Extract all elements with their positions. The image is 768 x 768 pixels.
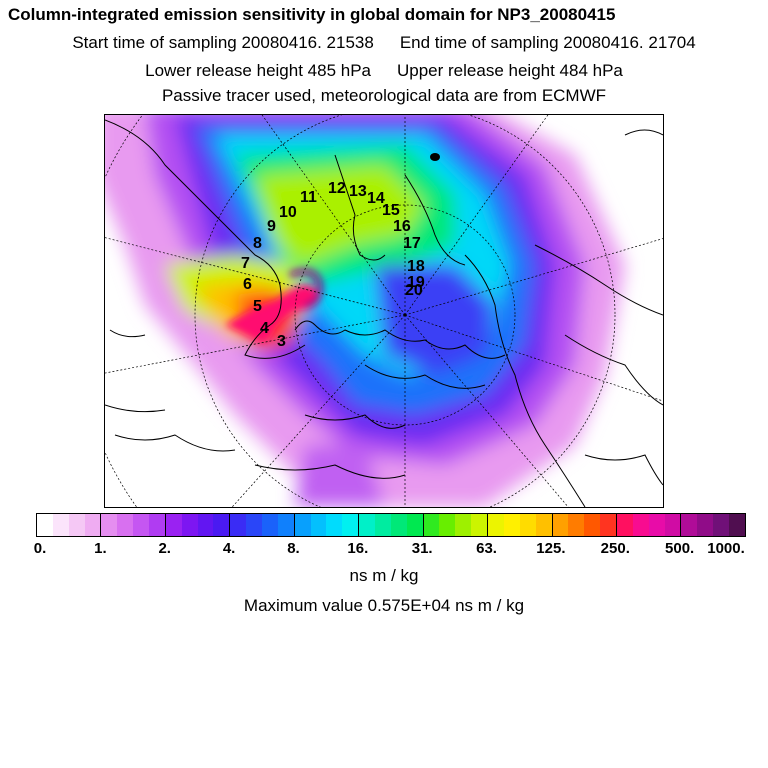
colorbar-swatch	[728, 514, 745, 536]
colorbar	[36, 513, 746, 537]
map-label: 9	[267, 218, 276, 235]
colorbar-swatch	[681, 514, 698, 536]
colorbar-swatch	[246, 514, 263, 536]
map-label: 18	[407, 258, 425, 275]
map-label: 13	[349, 183, 367, 200]
colorbar-swatch	[600, 514, 617, 536]
figure-title: Column-integrated emission sensitivity i…	[8, 5, 616, 24]
colorbar-swatch	[713, 514, 729, 536]
end-time: End time of sampling 20080416. 21704	[399, 33, 696, 52]
colorbar-swatch	[117, 514, 134, 536]
colorbar-tick-label: 1.	[94, 540, 107, 557]
colorbar-tick-label: 8.	[287, 540, 300, 557]
colorbar-tick-label: 1000.	[707, 540, 745, 557]
upper-release-height: Upper release height 484 hPa	[397, 61, 623, 80]
map-label: 14	[367, 190, 385, 207]
map-label: 5	[253, 298, 262, 315]
colorbar-swatch	[326, 514, 343, 536]
colorbar-swatch	[181, 514, 198, 536]
tracer-note: Passive tracer used, meteorological data…	[161, 86, 607, 105]
colorbar-swatch	[310, 514, 327, 536]
trajectory-labels: 3 4 5 6 7 8 9 10 11 12 13 14 15 16 17 18…	[241, 180, 425, 350]
colorbar-swatch	[84, 514, 102, 536]
colorbar-swatch	[664, 514, 682, 536]
colorbar-swatch	[488, 514, 504, 536]
coastlines	[105, 119, 663, 507]
colorbar-swatch	[262, 514, 278, 536]
map-label: 16	[393, 218, 411, 235]
colorbar-swatch	[230, 514, 247, 536]
map-label: 17	[403, 235, 421, 252]
colorbar-swatch	[101, 514, 118, 536]
map-label: 8	[253, 235, 262, 252]
colorbar-tick-label: 125.	[536, 540, 566, 557]
colorbar-tick-label: 16.	[347, 540, 369, 557]
colorbar-swatch	[455, 514, 472, 536]
colorbar-swatch	[503, 514, 520, 536]
release-heights: Lower release height 485 hPa Upper releas…	[0, 61, 768, 81]
sampling-times: Start time of sampling 20080416. 21538 En…	[0, 33, 768, 53]
colorbar-swatch	[616, 514, 633, 536]
island-marker	[430, 153, 440, 161]
colorbar-tick-label: 500.	[665, 540, 695, 557]
colorbar-swatch	[632, 514, 649, 536]
colorbar-swatch	[52, 514, 69, 536]
colorbar-tick-label: 250.	[600, 540, 630, 557]
colorbar-swatch	[697, 514, 714, 536]
lower-release-height: Lower release height 485 hPa	[145, 61, 371, 80]
colorbar-tick-label: 31.	[411, 540, 433, 557]
colorbar-swatch	[359, 514, 376, 536]
colorbar-swatch	[471, 514, 489, 536]
colorbar-swatch	[37, 514, 53, 536]
colorbar-swatch	[294, 514, 311, 536]
colorbar-swatch	[648, 514, 665, 536]
colorbar-swatch	[552, 514, 569, 536]
start-time: Start time of sampling 20080416. 21538	[72, 33, 374, 52]
colorbar-swatch	[213, 514, 231, 536]
sensitivity-map: 3 4 5 6 7 8 9 10 11 12 13 14 15 16 17 18…	[104, 114, 664, 508]
colorbar-units: ns m / kg	[349, 566, 419, 585]
colorbar-swatch	[519, 514, 536, 536]
colorbar-swatch	[342, 514, 360, 536]
colorbar-tick-label: 63.	[476, 540, 497, 557]
graticule	[105, 115, 663, 507]
colorbar-swatch	[423, 514, 440, 536]
colorbar-tick-label: 4.	[222, 540, 236, 557]
map-label: 3	[277, 333, 286, 350]
colorbar-swatch	[277, 514, 295, 536]
colorbar-swatch	[568, 514, 585, 536]
map-label: 7	[241, 255, 250, 272]
colorbar-swatch	[406, 514, 424, 536]
colorbar-swatch	[390, 514, 407, 536]
map-canvas: 3 4 5 6 7 8 9 10 11 12 13 14 15 16 17 18…	[105, 115, 663, 507]
colorbar-swatch	[535, 514, 553, 536]
colorbar-tick-label: 2.	[158, 540, 171, 557]
colorbar-swatch	[165, 514, 182, 536]
colorbar-swatch	[68, 514, 85, 536]
colorbar-swatch	[197, 514, 214, 536]
map-label: 12	[328, 180, 346, 197]
colorbar-swatch	[439, 514, 456, 536]
map-label: 11	[300, 189, 317, 206]
map-label: 10	[279, 204, 297, 221]
colorbar-tick-label: 0.	[33, 540, 47, 557]
map-label: 20	[405, 282, 423, 299]
map-label: 4	[260, 320, 269, 337]
map-label: 19	[407, 274, 425, 291]
colorbar-swatch	[133, 514, 150, 536]
colorbar-swatch	[149, 514, 166, 536]
map-label: 6	[243, 276, 252, 293]
maximum-value: Maximum value 0.575E+04 ns m / kg	[243, 596, 525, 615]
map-label: 15	[382, 202, 400, 219]
trajectory-band	[225, 268, 324, 344]
colorbar-swatch	[375, 514, 391, 536]
colorbar-swatch	[584, 514, 601, 536]
